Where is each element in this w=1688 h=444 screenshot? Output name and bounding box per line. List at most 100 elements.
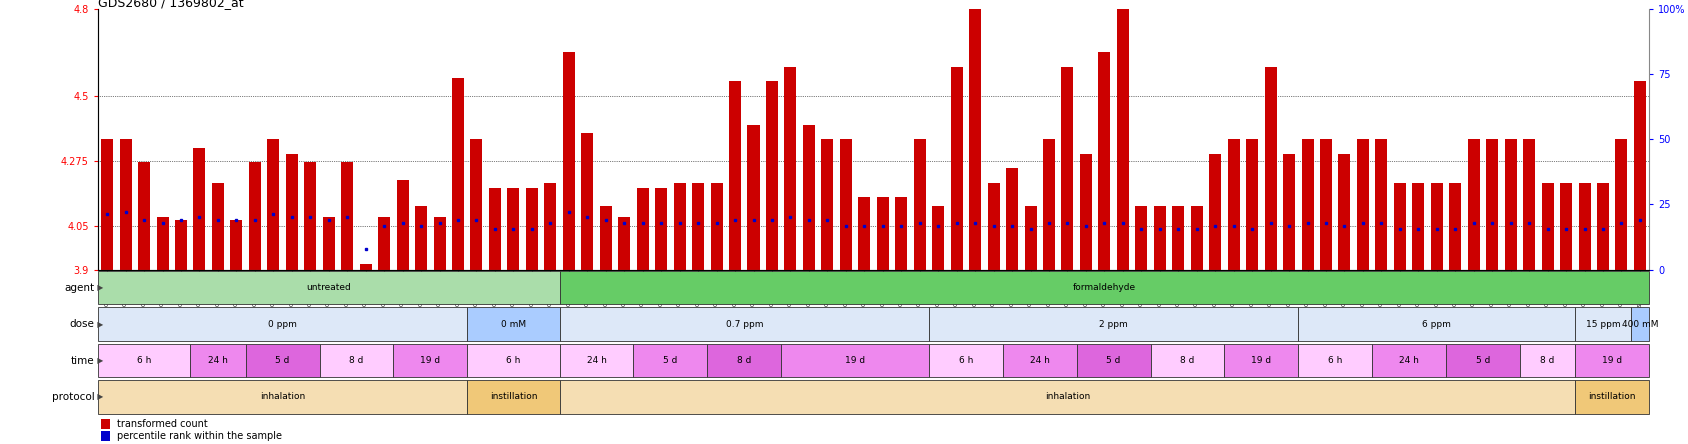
Text: 6 h: 6 h [1328, 356, 1342, 365]
Bar [101, 419, 110, 429]
Bar [397, 180, 408, 270]
Bar [471, 139, 483, 270]
Bar [692, 182, 704, 270]
Bar [618, 218, 630, 270]
Bar [633, 344, 707, 377]
Text: transformed count: transformed count [116, 420, 208, 429]
Bar [101, 431, 110, 441]
Bar [304, 163, 316, 270]
Bar [415, 206, 427, 270]
Bar [1117, 0, 1129, 270]
Bar [599, 206, 611, 270]
Bar [1541, 182, 1553, 270]
Bar [1043, 139, 1055, 270]
Bar [841, 139, 852, 270]
Bar [913, 139, 925, 270]
Bar [191, 344, 246, 377]
Text: 5 d: 5 d [1106, 356, 1121, 365]
Bar [1504, 139, 1518, 270]
Bar [560, 344, 633, 377]
Bar [1469, 139, 1480, 270]
Text: untreated: untreated [307, 283, 351, 292]
Bar [1519, 344, 1575, 377]
Bar [1357, 139, 1369, 270]
Bar [987, 182, 999, 270]
Bar [1523, 139, 1534, 270]
Bar [1077, 344, 1151, 377]
Text: instillation: instillation [490, 392, 537, 401]
Bar [101, 139, 113, 270]
Bar [1006, 168, 1018, 270]
Bar [468, 307, 560, 341]
Text: ▶: ▶ [95, 392, 103, 401]
Text: 6 h: 6 h [506, 356, 520, 365]
Bar [176, 220, 187, 270]
Bar [1413, 182, 1425, 270]
Text: 24 h: 24 h [208, 356, 228, 365]
Text: ▶: ▶ [95, 320, 103, 329]
Bar [1376, 139, 1388, 270]
Bar [766, 81, 778, 270]
Bar [378, 218, 390, 270]
Text: 6 ppm: 6 ppm [1423, 320, 1452, 329]
Bar [1099, 52, 1111, 270]
Bar [785, 67, 797, 270]
Text: 24 h: 24 h [1030, 356, 1050, 365]
Bar [157, 218, 169, 270]
Text: 8 d: 8 d [1180, 356, 1195, 365]
Bar [1209, 154, 1220, 270]
Text: ▶: ▶ [95, 283, 103, 292]
Bar [1283, 154, 1295, 270]
Bar [393, 344, 468, 377]
Bar [213, 182, 225, 270]
Text: 0 ppm: 0 ppm [268, 320, 297, 329]
Bar [322, 218, 334, 270]
Bar [1080, 154, 1092, 270]
Bar [560, 380, 1575, 414]
Bar [562, 52, 576, 270]
Text: 19 d: 19 d [1602, 356, 1622, 365]
Bar [581, 133, 592, 270]
Text: instillation: instillation [1588, 392, 1636, 401]
Bar [138, 163, 150, 270]
Text: protocol: protocol [52, 392, 95, 402]
Bar [928, 344, 1003, 377]
Bar [1227, 139, 1239, 270]
Bar [1450, 182, 1462, 270]
Bar [1394, 182, 1406, 270]
Text: 19 d: 19 d [420, 356, 441, 365]
Bar [1631, 307, 1649, 341]
Bar [969, 0, 981, 270]
Bar [674, 182, 685, 270]
Bar [1447, 344, 1519, 377]
Text: 0 mM: 0 mM [501, 320, 527, 329]
Bar [1190, 206, 1204, 270]
Text: 8 d: 8 d [349, 356, 363, 365]
Bar [230, 220, 243, 270]
Bar [319, 344, 393, 377]
Text: ▶: ▶ [95, 356, 103, 365]
Bar [360, 264, 371, 270]
Bar [194, 148, 206, 270]
Bar [1298, 307, 1575, 341]
Bar [1155, 206, 1166, 270]
Bar [1575, 380, 1649, 414]
Bar [508, 188, 520, 270]
Bar [928, 307, 1298, 341]
Bar [748, 125, 760, 270]
Text: percentile rank within the sample: percentile rank within the sample [116, 432, 282, 441]
Bar [98, 344, 191, 377]
Bar [98, 307, 468, 341]
Bar [1431, 182, 1443, 270]
Bar [876, 197, 890, 270]
Bar [655, 188, 667, 270]
Text: 19 d: 19 d [1251, 356, 1271, 365]
Bar [895, 197, 906, 270]
Bar [1298, 344, 1372, 377]
Bar [1136, 206, 1148, 270]
Bar [341, 163, 353, 270]
Text: 5 d: 5 d [663, 356, 677, 365]
Text: inhalation: inhalation [1045, 392, 1090, 401]
Text: 0.7 ppm: 0.7 ppm [726, 320, 763, 329]
Text: 2 ppm: 2 ppm [1099, 320, 1128, 329]
